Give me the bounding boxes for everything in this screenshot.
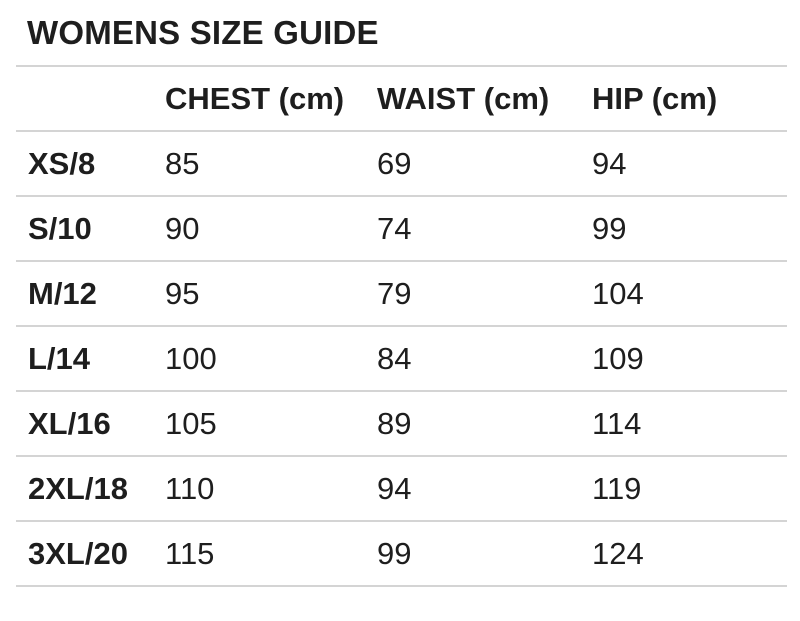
size-label-cell: S/10 [16,196,165,262]
waist-value-cell: 74 [377,196,592,262]
chest-value-cell: 105 [165,391,377,457]
hip-value-cell: 114 [592,391,787,457]
chest-value-cell: 115 [165,521,377,587]
column-header-waist: WAIST (cm) [377,67,592,132]
table-header-row: CHEST (cm) WAIST (cm) HIP (cm) [16,67,787,132]
table-header: CHEST (cm) WAIST (cm) HIP (cm) [16,67,787,132]
size-guide-table: CHEST (cm) WAIST (cm) HIP (cm) XS/8 85 6… [16,67,787,587]
chest-value-cell: 85 [165,131,377,197]
size-label-cell: L/14 [16,326,165,392]
chest-value-cell: 110 [165,456,377,522]
column-header-size [16,67,165,132]
womens-size-guide-panel: WOMENS SIZE GUIDE CHEST (cm) WAIST (cm) … [16,0,787,587]
waist-value-cell: 99 [377,521,592,587]
size-label-cell: 2XL/18 [16,456,165,522]
table-body: XS/8 85 69 94 S/10 90 74 99 M/12 95 79 1… [16,131,787,587]
table-row: XL/16 105 89 114 [16,391,787,457]
hip-value-cell: 109 [592,326,787,392]
hip-value-cell: 104 [592,261,787,327]
chest-value-cell: 100 [165,326,377,392]
waist-value-cell: 69 [377,131,592,197]
size-label-cell: 3XL/20 [16,521,165,587]
column-header-chest: CHEST (cm) [165,67,377,132]
hip-value-cell: 124 [592,521,787,587]
waist-value-cell: 79 [377,261,592,327]
table-row: L/14 100 84 109 [16,326,787,392]
chest-value-cell: 95 [165,261,377,327]
table-row: M/12 95 79 104 [16,261,787,327]
size-label-cell: XS/8 [16,131,165,197]
waist-value-cell: 84 [377,326,592,392]
table-row: 2XL/18 110 94 119 [16,456,787,522]
waist-value-cell: 94 [377,456,592,522]
hip-value-cell: 119 [592,456,787,522]
table-row: XS/8 85 69 94 [16,131,787,197]
hip-value-cell: 99 [592,196,787,262]
table-row: S/10 90 74 99 [16,196,787,262]
chest-value-cell: 90 [165,196,377,262]
hip-value-cell: 94 [592,131,787,197]
size-label-cell: M/12 [16,261,165,327]
column-header-hip: HIP (cm) [592,67,787,132]
table-row: 3XL/20 115 99 124 [16,521,787,587]
page-title: WOMENS SIZE GUIDE [16,0,787,67]
size-label-cell: XL/16 [16,391,165,457]
waist-value-cell: 89 [377,391,592,457]
